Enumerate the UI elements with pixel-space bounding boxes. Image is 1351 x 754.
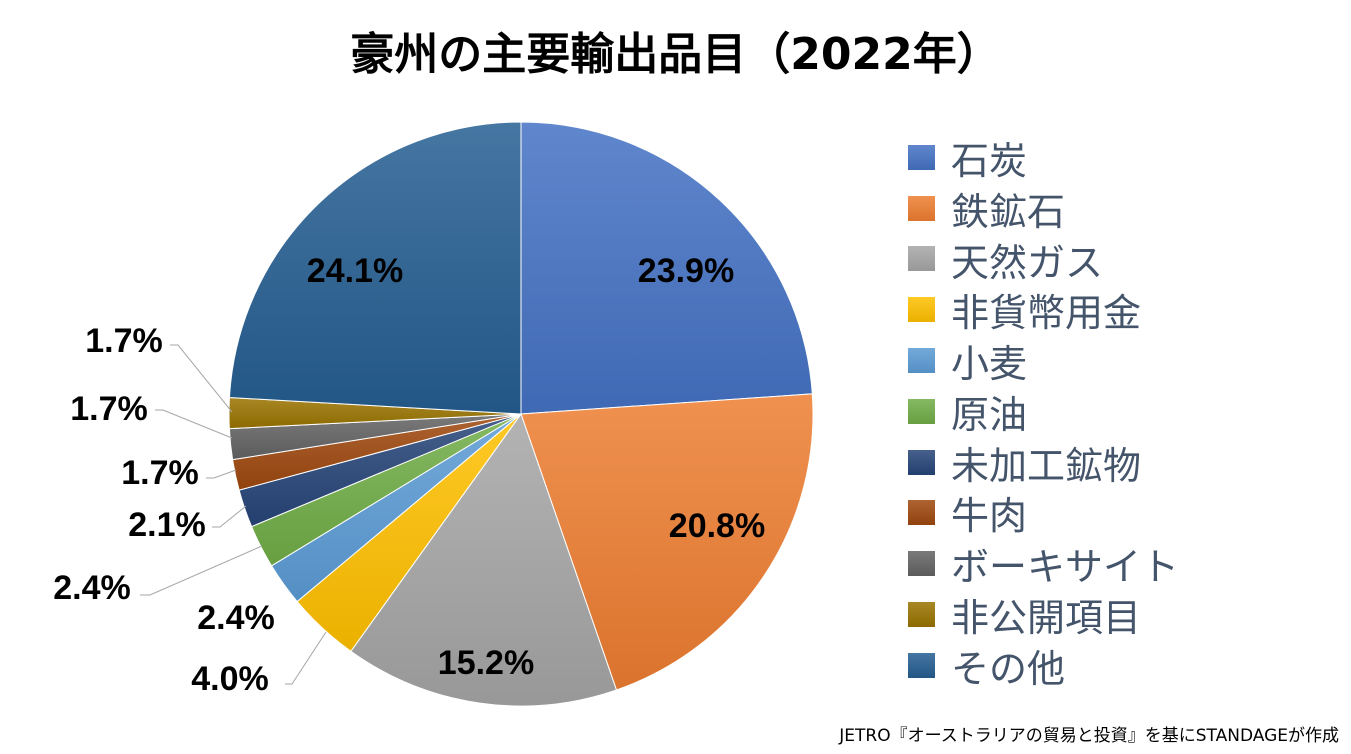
leader-line (140, 545, 263, 596)
legend-label: 小麦 (951, 342, 1028, 387)
legend-swatch (908, 195, 935, 221)
pie-slice-天然ガス (350, 412, 618, 707)
leader-line (285, 631, 327, 685)
data-label: 20.8% (669, 507, 765, 545)
data-label: 1.7% (121, 454, 199, 492)
data-label: 4.0% (191, 660, 269, 698)
data-label: 2.4% (53, 569, 131, 607)
data-label: 23.9% (638, 252, 734, 290)
leader-line (212, 505, 247, 528)
data-label: 1.7% (70, 390, 148, 428)
legend-item: 天然ガス (908, 234, 1179, 285)
legend-swatch (908, 398, 935, 424)
legend-label: ボーキサイト (951, 545, 1180, 590)
legend-label: 非貨幣用金 (951, 291, 1142, 336)
legend-swatch (908, 297, 935, 323)
legend-label: 牛肉 (951, 494, 1028, 539)
legend-item: 未加工鉱物 (908, 437, 1179, 488)
leader-line (170, 344, 233, 413)
legend-item: 鉄鉱石 (908, 183, 1179, 234)
legend-label: 天然ガス (951, 240, 1104, 285)
legend-item: 原油 (908, 386, 1179, 437)
pie-slice-石炭 (520, 121, 813, 415)
legend-label: 石炭 (951, 138, 1028, 183)
legend-swatch (908, 144, 935, 170)
legend-swatch (908, 602, 935, 628)
leader-line (206, 469, 237, 479)
legend-item: その他 (908, 640, 1179, 691)
legend-item: 非公開項目 (908, 589, 1179, 640)
legend-item: ボーキサイト (908, 538, 1179, 589)
data-label: 24.1% (307, 252, 403, 290)
data-label: 1.7% (85, 322, 163, 360)
legend-swatch (908, 652, 935, 678)
legend-item: 石炭 (908, 132, 1179, 183)
legend-swatch (908, 246, 935, 272)
leader-line (155, 409, 233, 439)
legend-item: 小麦 (908, 335, 1179, 386)
legend-item: 非貨幣用金 (908, 284, 1179, 335)
legend-label: 未加工鉱物 (951, 443, 1142, 488)
legend: 石炭鉄鉱石天然ガス非貨幣用金小麦原油未加工鉱物牛肉ボーキサイト 非公開項目その他 (908, 132, 1179, 691)
legend-label: その他 (951, 646, 1066, 691)
chart-title: 豪州の主要輸出品目（2022年） (350, 29, 1001, 80)
pie-slice-鉄鉱石 (520, 393, 814, 691)
legend-swatch (908, 348, 935, 374)
legend-swatch (908, 551, 935, 577)
legend-label: 鉄鉱石 (951, 189, 1066, 234)
legend-label: 非公開項目 (951, 596, 1142, 641)
pie-slice-その他 (228, 121, 522, 415)
legend-item: 牛肉 (908, 488, 1179, 539)
legend-label: 原油 (951, 392, 1028, 437)
data-label: 15.2% (438, 644, 534, 682)
data-label: 2.1% (128, 506, 206, 544)
legend-swatch (908, 449, 935, 475)
legend-swatch (908, 500, 935, 526)
source-note: JETRO『オーストラリアの貿易と投資』を基にSTANDAGEが作成 (839, 726, 1339, 746)
data-label: 2.4% (197, 599, 275, 637)
